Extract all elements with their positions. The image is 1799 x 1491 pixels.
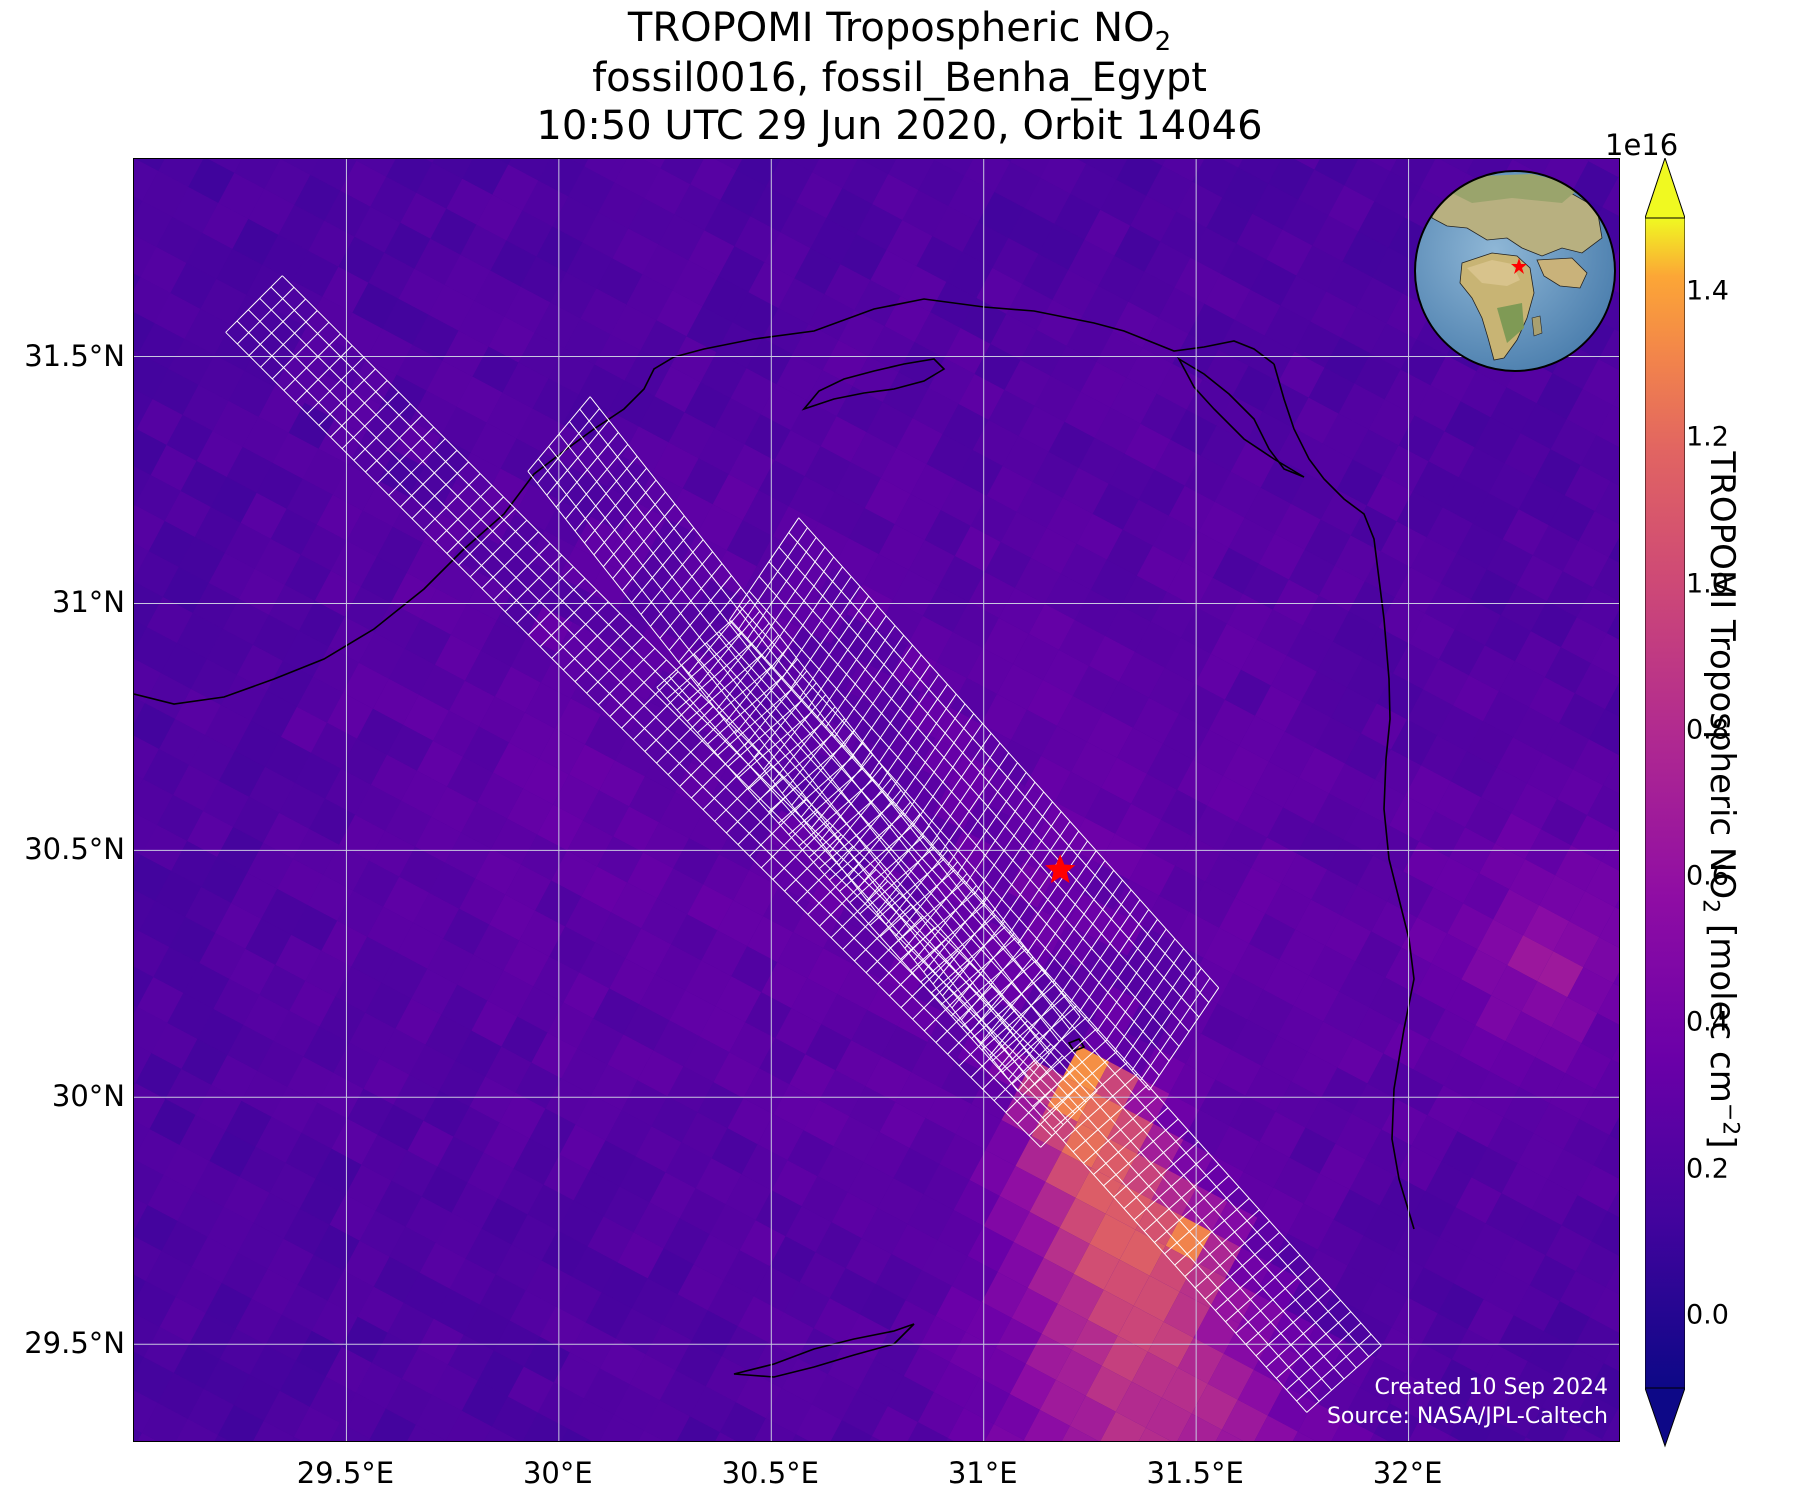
- lon-tick-label: 32°E: [1372, 1456, 1443, 1490]
- colorbar: [1645, 158, 1685, 1448]
- lat-tick-label: 31.5°N: [24, 338, 125, 373]
- colorbar-label-sup: −2: [1717, 1102, 1743, 1136]
- colorbar-tick-label: 0.8: [1686, 714, 1729, 746]
- lon-tick-label: 29.5°E: [296, 1456, 395, 1490]
- created-credit: Created 10 Sep 2024: [1374, 1375, 1609, 1400]
- title-subscript: 2: [1154, 27, 1172, 57]
- colorbar-tick-label: 1.0: [1686, 568, 1729, 600]
- colorbar-tick-label: 0.6: [1686, 860, 1729, 892]
- lon-tick-label: 31.5°E: [1146, 1456, 1244, 1490]
- title-line-3: 10:50 UTC 29 Jun 2020, Orbit 14046: [536, 103, 1263, 149]
- source-credit: Source: NASA/JPL-Caltech: [1326, 1404, 1608, 1429]
- colorbar-label-sub: 2: [1697, 899, 1723, 914]
- colorbar-label-end: ]: [1702, 1135, 1743, 1149]
- globe-star-icon: [1511, 258, 1527, 274]
- map-panel: [133, 158, 1620, 1442]
- graticule: [134, 159, 1619, 1441]
- colorbar-label-units: [molec cm: [1702, 913, 1743, 1103]
- red-star-icon: [1045, 854, 1076, 884]
- no2-field: [134, 159, 1619, 1441]
- globe-icon: [1414, 170, 1616, 372]
- title-line-1: TROPOMI Tropospheric NO2: [0, 6, 1799, 64]
- lat-tick-label: 30.5°N: [24, 832, 125, 867]
- lat-tick-label: 30°N: [51, 1079, 125, 1114]
- colorbar-tick-label: 1.4: [1686, 275, 1729, 307]
- coastline: [134, 298, 1415, 1378]
- title-line-2: fossil0016, fossil_Benha_Egypt: [592, 55, 1207, 101]
- colorbar-tick-label: 0.4: [1686, 1006, 1729, 1038]
- colorbar-tick-label: 0.0: [1686, 1299, 1729, 1331]
- colorbar-label: TROPOMI Tropospheric NO2 [molec cm−2]: [1697, 451, 1742, 1148]
- lon-tick-label: 31°E: [947, 1456, 1018, 1490]
- lon-tick-label: 30.5°E: [721, 1456, 819, 1490]
- title-main-text: TROPOMI Tropospheric NO: [627, 5, 1155, 51]
- map-canvas: [134, 159, 1619, 1441]
- colorbar-label-main: TROPOMI Tropospheric NO: [1702, 451, 1743, 900]
- colorbar-tick-label: 1.2: [1686, 421, 1729, 453]
- tropomi-footprints: [225, 275, 1382, 1413]
- colorbar-exponent: 1e16: [1605, 128, 1679, 162]
- colorbar-tick-label: 0.2: [1686, 1153, 1729, 1185]
- lat-tick-label: 31°N: [51, 585, 125, 620]
- lat-tick-label: 29.5°N: [24, 1326, 125, 1361]
- lon-tick-label: 30°E: [522, 1456, 593, 1490]
- site-marker-layer: [1045, 854, 1076, 884]
